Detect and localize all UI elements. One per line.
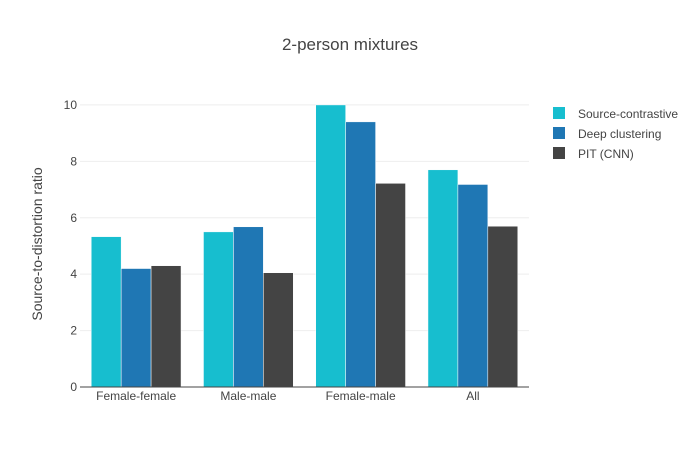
bar-source-contrastive-female-female	[90, 236, 122, 388]
bar-pit-cnn-female-female	[150, 265, 182, 388]
bar-pit-cnn-all	[487, 225, 519, 388]
x-tick-label: All	[466, 389, 479, 403]
legend-swatch	[553, 127, 565, 139]
bar-source-contrastive-male-male	[203, 231, 234, 388]
y-tick-label: 4	[70, 267, 77, 281]
legend-label: Deep clustering	[578, 127, 661, 141]
legend-swatch	[553, 147, 565, 159]
y-tick-label: 0	[70, 380, 77, 394]
x-tick-label: Male-male	[220, 389, 276, 403]
x-tick-label: Female-male	[326, 389, 396, 403]
bar-deep-clustering-male-male	[233, 226, 264, 388]
y-axis-label: Source-to-distortion ratio	[29, 167, 45, 321]
bar-deep-clustering-female-female	[120, 268, 152, 388]
bar-pit-cnn-male-male	[263, 272, 294, 388]
bar-deep-clustering-female-male	[345, 121, 376, 388]
chart-title: 2-person mixtures	[282, 35, 418, 54]
bar-source-contrastive-female-male	[315, 104, 346, 388]
legend-swatch	[553, 107, 565, 119]
y-tick-label: 8	[70, 154, 77, 168]
y-tick-label: 10	[64, 98, 78, 112]
bars	[90, 104, 519, 388]
bar-pit-cnn-female-male	[375, 183, 406, 388]
legend-label: PIT (CNN)	[578, 147, 634, 161]
bar-source-contrastive-all	[427, 169, 459, 388]
legend: Source-contrastive Deep clustering PIT (CN…	[553, 107, 678, 161]
x-tick-labels: Female-female Male-male Female-male All	[96, 389, 479, 403]
y-tick-labels: 0 2 4 6 8 10	[64, 98, 78, 394]
legend-label: Source-contrastive	[578, 107, 678, 121]
y-tick-label: 6	[70, 211, 77, 225]
x-tick-label: Female-female	[96, 389, 176, 403]
y-tick-label: 2	[70, 324, 77, 338]
bar-deep-clustering-all	[457, 184, 489, 388]
